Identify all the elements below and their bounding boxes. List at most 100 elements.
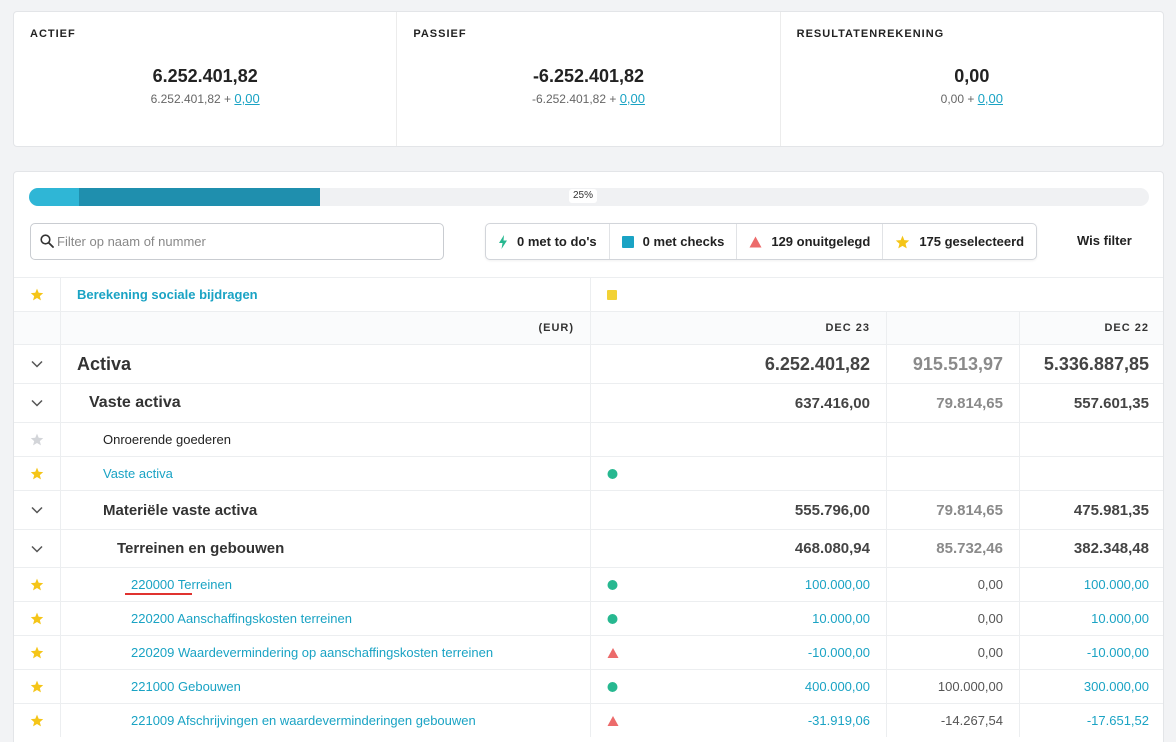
clear-filter-button[interactable]: Wis filter: [1077, 233, 1132, 248]
table-row[interactable]: Materiële vaste activa 555.796,00 79.814…: [14, 490, 1163, 529]
filter-selected[interactable]: 175 geselecteerd: [883, 224, 1036, 259]
table-row[interactable]: Terreinen en gebouwen 468.080,94 85.732,…: [14, 529, 1163, 567]
filter-checks[interactable]: 0 met checks: [610, 224, 738, 259]
table-row-top[interactable]: Berekening sociale bijdragen: [14, 277, 1163, 311]
row-value-dec22[interactable]: 100.000,00: [1083, 577, 1149, 592]
row-toggle-cell[interactable]: [14, 423, 61, 456]
row-value-cell-dec22: -17.651,52: [1020, 704, 1163, 737]
row-label[interactable]: Berekening sociale bijdragen: [77, 287, 258, 302]
row-value-dec22[interactable]: -17.651,52: [1086, 713, 1149, 728]
row-value-diff: 0,00: [977, 577, 1003, 592]
row-label[interactable]: 221000 Gebouwen: [131, 679, 241, 694]
row-value-dec23[interactable]: 400.000,00: [804, 679, 870, 694]
row-value-cell-diff: 0,00: [887, 568, 1020, 601]
row-value-dec23[interactable]: -10.000,00: [807, 645, 870, 660]
chevron-down-icon[interactable]: [31, 399, 43, 407]
row-value-dec22[interactable]: 300.000,00: [1083, 679, 1149, 694]
card-value: 0,00: [954, 66, 990, 86]
table-row[interactable]: 220000 Terreinen 100.000,00 0,00 100.000…: [14, 567, 1163, 601]
row-label[interactable]: 221009 Afschrijvingen en waardeverminder…: [131, 713, 476, 728]
progress-segment-done: [29, 188, 80, 206]
table-row[interactable]: Onroerende goederen: [14, 422, 1163, 456]
row-name-cell: Onroerende goederen: [61, 423, 591, 456]
row-value-dec23: 6.252.401,82: [764, 353, 870, 374]
table-row[interactable]: Activa 6.252.401,82 915.513,97 5.336.887…: [14, 344, 1163, 383]
row-value-diff: 79.814,65: [936, 394, 1003, 412]
row-label[interactable]: 220200 Aanschaffingskosten terreinen: [131, 611, 352, 626]
row-toggle-cell[interactable]: [14, 670, 61, 703]
row-toggle-cell[interactable]: [14, 602, 61, 635]
card-sub-link[interactable]: 0,00: [619, 91, 646, 106]
row-value-dec22: 5.336.887,85: [1043, 353, 1149, 374]
row-toggle-cell[interactable]: [14, 384, 61, 422]
star-icon[interactable]: [30, 578, 44, 591]
filter-todos[interactable]: 0 met to do's: [486, 224, 610, 259]
row-label[interactable]: 220209 Waardevermindering op aanschaffin…: [131, 645, 494, 660]
filter-group: 0 met to do's 0 met checks 129 onuitgele…: [485, 223, 1038, 260]
row-value-dec22: 382.348,48: [1073, 540, 1149, 557]
row-value-cell-dec23: 637.416,00: [591, 384, 887, 422]
chevron-down-icon[interactable]: [31, 545, 43, 553]
star-icon[interactable]: [30, 714, 44, 727]
row-value-dec22[interactable]: -10.000,00: [1086, 645, 1149, 660]
card-subtotal: 0,00 + 0,00: [781, 91, 1163, 106]
row-value-cell-dec23: [591, 423, 887, 456]
star-cell[interactable]: [14, 278, 61, 311]
table-row[interactable]: 220209 Waardevermindering op aanschaffin…: [14, 635, 1163, 669]
table-row[interactable]: 221000 Gebouwen 400.000,00 100.000,00 30…: [14, 669, 1163, 703]
row-toggle-cell[interactable]: [14, 491, 61, 529]
row-toggle-cell[interactable]: [14, 457, 61, 490]
row-toggle-cell[interactable]: [14, 530, 61, 567]
card-passief: PASSIEF -6.252.401,82 -6.252.401,82 + 0,…: [397, 12, 781, 146]
star-icon: [895, 235, 910, 249]
row-value-cell-dec22: 557.601,35: [1020, 384, 1163, 422]
row-label: Activa: [77, 353, 132, 374]
accounts-table: Berekening sociale bijdragen (EUR) DEC 2…: [14, 277, 1163, 737]
card-resultatenrekening: RESULTATENREKENING 0,00 0,00 + 0,00: [781, 12, 1163, 146]
star-icon[interactable]: [30, 288, 44, 301]
star-icon[interactable]: [30, 467, 44, 480]
table-row[interactable]: Vaste activa: [14, 456, 1163, 490]
row-value-cell-diff: 0,00: [887, 602, 1020, 635]
star-icon[interactable]: [30, 433, 44, 446]
search-icon: [40, 234, 54, 248]
yellow-square-icon: [607, 289, 617, 300]
row-toggle-cell[interactable]: [14, 568, 61, 601]
row-label[interactable]: 220000 Terreinen: [131, 577, 232, 592]
search-input[interactable]: [57, 224, 437, 259]
column-header-dec22: DEC 22: [1104, 322, 1149, 334]
card-subtotal: -6.252.401,82 + 0,00: [397, 91, 779, 106]
progress-label: 25%: [569, 189, 598, 203]
row-value-diff: 85.732,46: [936, 540, 1003, 557]
star-icon[interactable]: [30, 612, 44, 625]
row-value-dec22[interactable]: 10.000,00: [1091, 611, 1149, 626]
star-icon[interactable]: [30, 646, 44, 659]
table-row[interactable]: Vaste activa 637.416,00 79.814,65 557.60…: [14, 383, 1163, 422]
chevron-down-icon[interactable]: [31, 506, 43, 514]
row-toggle-cell[interactable]: [14, 704, 61, 737]
filter-label: 0 met checks: [642, 234, 725, 249]
row-value-diff: 0,00: [977, 611, 1003, 626]
chevron-down-icon[interactable]: [31, 360, 43, 368]
table-row[interactable]: 220200 Aanschaffingskosten terreinen 10.…: [14, 601, 1163, 635]
row-label[interactable]: Vaste activa: [103, 466, 173, 481]
row-value-cell-diff: 79.814,65: [887, 491, 1020, 529]
column-header-dec23: DEC 23: [825, 322, 870, 334]
star-icon[interactable]: [30, 680, 44, 693]
filter-unexplained[interactable]: 129 onuitgelegd: [737, 224, 884, 259]
row-value-dec23[interactable]: 10.000,00: [812, 611, 870, 626]
card-sub-link[interactable]: 0,00: [234, 91, 260, 106]
row-name-cell: Activa: [61, 345, 591, 383]
card-title: RESULTATENREKENING: [796, 28, 945, 40]
row-value-dec23[interactable]: -31.919,06: [807, 713, 870, 728]
table-row[interactable]: 221009 Afschrijvingen en waardeverminder…: [14, 703, 1163, 737]
search-box[interactable]: [30, 223, 444, 260]
row-toggle-cell[interactable]: [14, 636, 61, 669]
row-value-cell-dec22: 10.000,00: [1020, 602, 1163, 635]
currency-header: (EUR): [538, 322, 574, 334]
card-sub-link[interactable]: 0,00: [977, 91, 1003, 106]
row-label: Terreinen en gebouwen: [117, 540, 285, 557]
row-toggle-cell[interactable]: [14, 345, 61, 383]
row-value-cell-dec22: 382.348,48: [1020, 530, 1163, 567]
row-value-dec23[interactable]: 100.000,00: [804, 577, 870, 592]
